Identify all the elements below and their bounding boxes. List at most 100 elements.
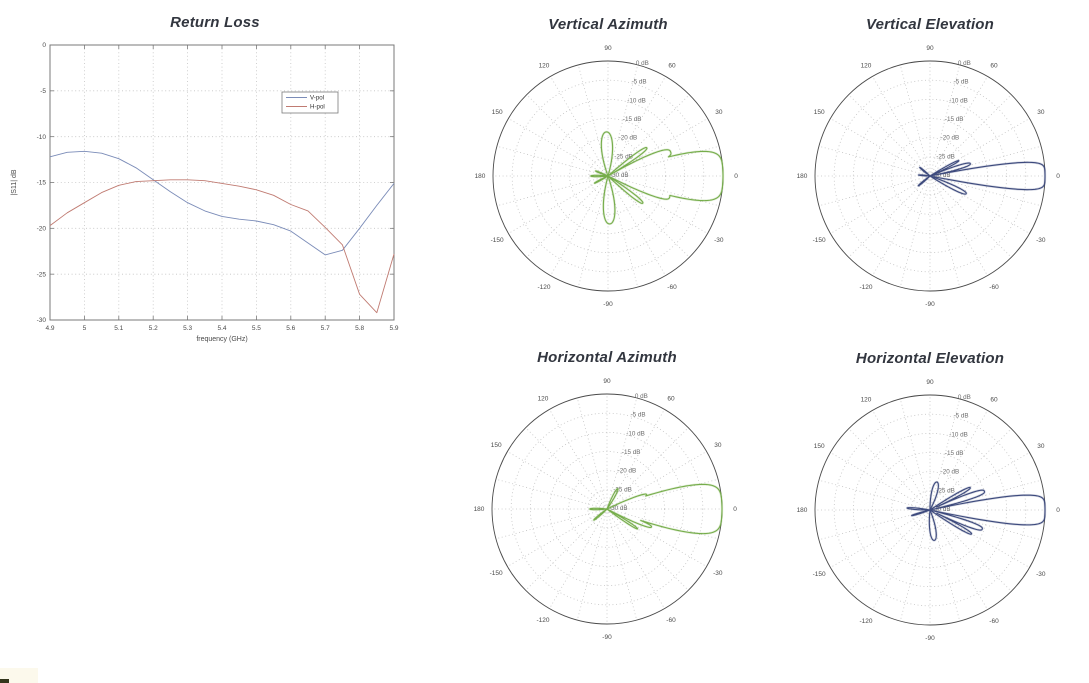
svg-text:-5: -5: [40, 88, 46, 95]
svg-text:-30 dB: -30 dB: [610, 172, 629, 179]
polar-plot-area: 0 30 60 90 120 150 180 -150 -120 -90 -60 -30 0 dB -5 …: [475, 45, 739, 308]
horizontal-elevation-plot: 0 30 60 90 120 150 180 -150 -120 -90 -60 -30 0 dB -5 …: [797, 379, 1061, 642]
svg-text:180: 180: [474, 506, 485, 513]
svg-text:120: 120: [861, 396, 872, 403]
h-pol-line: [49, 179, 395, 314]
svg-text:-30: -30: [713, 570, 723, 577]
svg-text:-10 dB: -10 dB: [627, 97, 646, 104]
horizontal-azimuth-chart: 0 30 60 90 120 150 180 -150 -120 -90 -60 -30 0 dB -5 …: [457, 343, 757, 673]
angle-labels: 0 30 60 90 120 150 180 -150 -120 -90 -60 -30: [475, 45, 739, 308]
svg-text:-25 dB: -25 dB: [614, 153, 633, 160]
svg-text:60: 60: [990, 396, 998, 403]
legend-entry-label: V-pol: [310, 95, 324, 102]
svg-text:-120: -120: [859, 284, 872, 291]
svg-text:-20 dB: -20 dB: [941, 135, 960, 142]
svg-text:30: 30: [715, 109, 723, 116]
svg-text:-30: -30: [37, 317, 47, 324]
polar-plot-area: 0 30 60 90 120 150 180 -150 -120 -90 -60 -30 0 dB -5 …: [797, 379, 1061, 642]
svg-text:120: 120: [538, 395, 549, 402]
x-tick-labels: 4.9 5 5.1 5.2 5.3 5.4 5.5 5.6 5.7 5.8 5.9: [45, 325, 398, 332]
svg-text:5.3: 5.3: [183, 325, 192, 332]
svg-text:-30 dB: -30 dB: [932, 506, 951, 513]
svg-text:120: 120: [539, 62, 550, 69]
ring-db-labels: 0 dB -5 dB -10 dB -15 dB -20 dB -25 dB -30 dB: [610, 60, 649, 179]
x-axis-label: frequency (GHz): [196, 336, 247, 343]
horizontal-azimuth-title: Horizontal Azimuth: [537, 349, 677, 366]
svg-text:90: 90: [603, 378, 611, 385]
horizontal-azimuth-plot: 0 30 60 90 120 150 180 -150 -120 -90 -60 -30 0 dB -5 …: [474, 378, 738, 641]
svg-text:-20 dB: -20 dB: [619, 135, 638, 142]
svg-text:-20: -20: [37, 226, 47, 233]
return-loss-title: Return Loss: [170, 14, 260, 31]
svg-text:-150: -150: [813, 237, 826, 244]
return-loss-chart: 4.9 5 5.1 5.2 5.3 5.4 5.5 5.6 5.7 5.8 5.9 0 -5 -10 -15…: [0, 0, 430, 345]
svg-text:0: 0: [734, 173, 738, 180]
polar-grid: [815, 395, 1045, 625]
legend: V-pol H-pol: [281, 91, 339, 114]
svg-text:-30 dB: -30 dB: [609, 505, 628, 512]
svg-text:-30: -30: [714, 237, 724, 244]
svg-text:0: 0: [1056, 173, 1060, 180]
vertical-elevation-title: Vertical Elevation: [865, 16, 995, 33]
grid: [50, 45, 394, 320]
vertical-azimuth-title: Vertical Azimuth: [548, 16, 668, 33]
svg-text:150: 150: [491, 442, 502, 449]
corner-scan-artifact: [0, 668, 38, 683]
svg-text:-25 dB: -25 dB: [936, 487, 955, 494]
axis-ticks: [49, 44, 395, 321]
svg-text:5.5: 5.5: [252, 325, 261, 332]
svg-text:0: 0: [733, 506, 737, 513]
svg-text:-5 dB: -5 dB: [954, 413, 969, 420]
svg-text:-60: -60: [667, 284, 677, 291]
svg-text:-60: -60: [989, 284, 999, 291]
radiation-pattern: [590, 131, 724, 225]
svg-text:0 dB: 0 dB: [958, 60, 971, 67]
svg-text:-20 dB: -20 dB: [618, 468, 637, 475]
svg-text:150: 150: [814, 109, 825, 116]
angle-labels: 0 30 60 90 120 150 180 -150 -120 -90 -60 -30: [797, 379, 1061, 642]
svg-text:-150: -150: [491, 237, 504, 244]
svg-text:-150: -150: [813, 571, 826, 578]
svg-text:-10 dB: -10 dB: [949, 97, 968, 104]
svg-text:5.9: 5.9: [389, 325, 398, 332]
vertical-azimuth-plot: 0 30 60 90 120 150 180 -150 -120 -90 -60 -30 0 dB -5 …: [475, 45, 739, 308]
svg-text:0: 0: [1056, 507, 1060, 514]
radiation-pattern: [589, 483, 723, 535]
svg-text:5.1: 5.1: [114, 325, 123, 332]
svg-text:-10 dB: -10 dB: [949, 431, 968, 438]
plot-area: 4.9 5 5.1 5.2 5.3 5.4 5.5 5.6 5.7 5.8 5.9 0 -5 -10 -15…: [11, 42, 399, 343]
svg-text:-5 dB: -5 dB: [954, 79, 969, 86]
svg-text:-10 dB: -10 dB: [626, 430, 645, 437]
polar-grid: [493, 61, 723, 291]
svg-text:150: 150: [814, 443, 825, 450]
svg-text:-25 dB: -25 dB: [936, 153, 955, 160]
ring-db-labels: 0 dB -5 dB -10 dB -15 dB -20 dB -25 dB -30 dB: [932, 394, 971, 513]
svg-text:-15 dB: -15 dB: [622, 449, 641, 456]
svg-text:5.2: 5.2: [149, 325, 158, 332]
svg-text:-120: -120: [536, 617, 549, 624]
svg-text:180: 180: [475, 173, 486, 180]
radiation-pattern-halo: [588, 483, 724, 535]
svg-text:90: 90: [926, 45, 934, 52]
radiation-pattern: [917, 160, 1046, 195]
svg-text:30: 30: [714, 442, 722, 449]
svg-text:30: 30: [1037, 443, 1045, 450]
vertical-elevation-chart: 0 30 60 90 120 150 180 -150 -120 -90 -60 -30 0 dB -5 …: [780, 10, 1080, 340]
vertical-elevation-plot: 0 30 60 90 120 150 180 -150 -120 -90 -60 -30 0 dB -5 …: [797, 45, 1061, 308]
svg-text:60: 60: [990, 62, 998, 69]
svg-text:5.4: 5.4: [217, 325, 226, 332]
svg-text:-15: -15: [37, 180, 47, 187]
polar-plot-area: 0 30 60 90 120 150 180 -150 -120 -90 -60 -30 0 dB -5 …: [474, 378, 738, 641]
svg-text:5.8: 5.8: [355, 325, 364, 332]
angle-labels: 0 30 60 90 120 150 180 -150 -120 -90 -60 -30: [797, 45, 1061, 308]
svg-text:180: 180: [797, 173, 808, 180]
svg-text:4.9: 4.9: [45, 325, 54, 332]
svg-text:5.7: 5.7: [321, 325, 330, 332]
svg-text:0 dB: 0 dB: [958, 394, 971, 401]
svg-text:180: 180: [797, 507, 808, 514]
svg-text:60: 60: [668, 62, 676, 69]
svg-text:-15 dB: -15 dB: [945, 450, 964, 457]
svg-text:60: 60: [667, 395, 675, 402]
svg-text:-90: -90: [925, 635, 935, 642]
